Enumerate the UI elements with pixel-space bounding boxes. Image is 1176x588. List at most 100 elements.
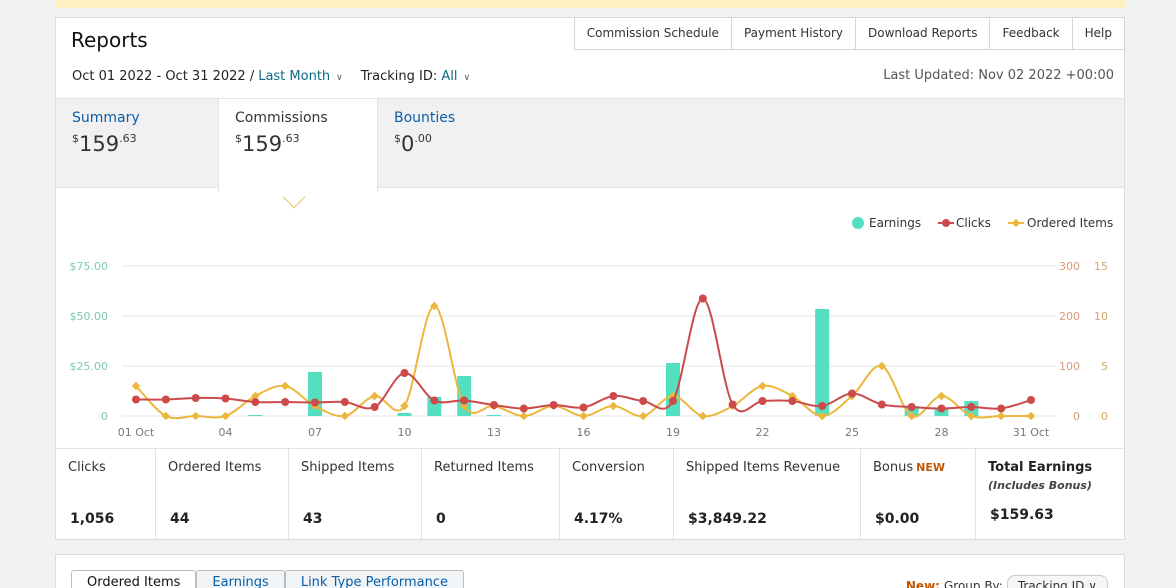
y-tick-label-items: 5 — [1101, 360, 1108, 373]
clicks-point — [281, 398, 290, 406]
notice-bar — [56, 0, 1125, 8]
ordered-items-point — [161, 411, 171, 421]
stat-value: 43 — [303, 511, 323, 527]
legend-ordered-marker — [1011, 218, 1021, 228]
download-reports-link[interactable]: Download Reports — [855, 17, 991, 50]
group-by-value: Tracking ID — [1017, 579, 1085, 588]
ordered-items-point — [609, 401, 618, 411]
ordered-items-point — [638, 411, 648, 421]
top-links: Commission Schedule Payment History Down… — [573, 17, 1125, 50]
ordered-items-point — [131, 381, 141, 391]
feedback-link[interactable]: Feedback — [990, 17, 1073, 50]
clicks-point — [997, 404, 1006, 413]
ordered-items-point — [340, 411, 350, 421]
clicks-point — [579, 403, 588, 412]
stat-label: Shipped Items Revenue — [686, 460, 841, 475]
x-tick-label: 19 — [666, 426, 680, 439]
clicks-point — [907, 403, 916, 411]
clicks-point — [937, 404, 946, 413]
x-tick-label: 13 — [487, 426, 501, 439]
clicks-point — [460, 396, 469, 405]
ordered-items-point — [400, 401, 409, 411]
stat-shipped-items: Shipped Items 43 — [289, 449, 422, 541]
tab-summary[interactable]: Summary $159.63 — [56, 99, 218, 189]
clicks-point — [788, 397, 797, 405]
ordered-items-point — [519, 411, 529, 421]
y-tick-label-earnings: $25.00 — [70, 360, 109, 373]
clicks-point — [370, 403, 379, 411]
clicks-point — [519, 404, 528, 413]
tab-ordered-items[interactable]: Ordered Items — [71, 570, 197, 588]
tab-bounties-amount: $0.00 — [394, 132, 432, 156]
clicks-point — [221, 394, 230, 403]
ordered-items-point — [430, 301, 439, 311]
clicks-point — [639, 397, 648, 405]
stat-label: Conversion — [572, 460, 645, 475]
page-title: Reports — [71, 28, 148, 52]
chevron-down-icon: ∨ — [463, 73, 471, 83]
payment-history-link[interactable]: Payment History — [731, 17, 856, 50]
stat-value: 44 — [170, 511, 190, 527]
commission-schedule-link[interactable]: Commission Schedule — [573, 17, 732, 50]
stat-value: $0.00 — [875, 511, 920, 527]
stat-value: 4.17% — [574, 511, 623, 527]
ordered-items-point — [221, 411, 230, 421]
x-tick-label: 01 Oct — [118, 426, 155, 439]
clicks-point — [967, 403, 976, 411]
y-tick-label-earnings: $50.00 — [70, 310, 109, 323]
stat-label: Ordered Items — [168, 460, 262, 475]
tracking-label: Tracking ID: — [360, 69, 438, 84]
legend-ordered-label: Ordered Items — [1027, 216, 1113, 230]
legend-earnings-label: Earnings — [869, 216, 921, 230]
y-tick-label-items: 10 — [1094, 310, 1108, 323]
clicks-point — [490, 401, 498, 409]
ordered-items-point — [698, 411, 708, 421]
stat-conversion: Conversion 4.17% — [560, 449, 674, 541]
new-label: New: — [905, 579, 940, 588]
x-tick-label: 16 — [577, 426, 591, 439]
tab-summary-amount: $159.63 — [72, 132, 137, 156]
period-label: Last Month — [258, 69, 331, 84]
stat-label: Shipped Items — [301, 460, 395, 475]
clicks-point — [758, 397, 767, 405]
stat-clicks: Clicks 1,056 — [56, 449, 156, 541]
legend-clicks-label: Clicks — [956, 216, 991, 230]
chart-svg: 0 0 0 $25.00 100 5 $50.00 200 10 $75.00 300 15 01 Oc… — [70, 216, 1114, 439]
tab-summary-label: Summary — [72, 110, 140, 126]
clicks-point — [848, 389, 856, 398]
tab-bounties[interactable]: Bounties $0.00 — [378, 99, 538, 189]
summary-tabs: Summary $159.63 Commissions $159.63 Boun… — [56, 98, 1124, 192]
tab-commissions[interactable]: Commissions $159.63 — [218, 99, 378, 192]
ordered-items-point — [937, 391, 946, 401]
stat-value: 1,056 — [70, 511, 115, 527]
group-by-control: New: Group By: Tracking ID ∨ — [906, 575, 1108, 588]
ordered-items-point — [579, 411, 588, 421]
x-tick-label: 10 — [398, 426, 412, 439]
ordered-items-point — [280, 381, 290, 391]
stat-label: Bonus NEW — [873, 460, 945, 475]
clicks-point — [400, 369, 409, 377]
ordered-items-point — [251, 391, 260, 401]
clicks-line — [135, 297, 1032, 413]
clicks-point — [161, 395, 170, 404]
y-tick-label-earnings: $75.00 — [70, 260, 109, 273]
earnings-chart: 0 0 0 $25.00 100 5 $50.00 200 10 $75.00 300 15 01 Oc… — [56, 189, 1124, 448]
breakdown-card: Ordered Items Earnings Link Type Perform… — [55, 554, 1125, 588]
stat-value: 0 — [436, 511, 446, 527]
stat-value: $159.63 — [990, 507, 1054, 523]
period-dropdown[interactable]: Last Month ∨ — [258, 69, 343, 84]
group-by-label: Group By: — [943, 579, 1003, 588]
stat-shipped-revenue: Shipped Items Revenue $3,849.22 — [674, 449, 861, 541]
group-by-select[interactable]: Tracking ID ∨ — [1006, 575, 1108, 588]
y-tick-label-earnings: 0 — [101, 410, 108, 423]
tab-link-type-performance[interactable]: Link Type Performance — [284, 570, 464, 588]
tracking-dropdown[interactable]: Tracking ID: All ∨ — [361, 69, 470, 84]
ordered-items-point — [1026, 411, 1036, 421]
tab-earnings[interactable]: Earnings — [196, 570, 285, 588]
date-filter-row: Oct 01 2022 - Oct 31 2022 / Last Month ∨ … — [72, 69, 470, 84]
ordered-items-point — [877, 361, 887, 371]
new-badge: NEW — [916, 461, 945, 474]
help-link[interactable]: Help — [1072, 17, 1125, 50]
earnings-bar — [487, 415, 501, 416]
clicks-point — [1027, 396, 1035, 404]
